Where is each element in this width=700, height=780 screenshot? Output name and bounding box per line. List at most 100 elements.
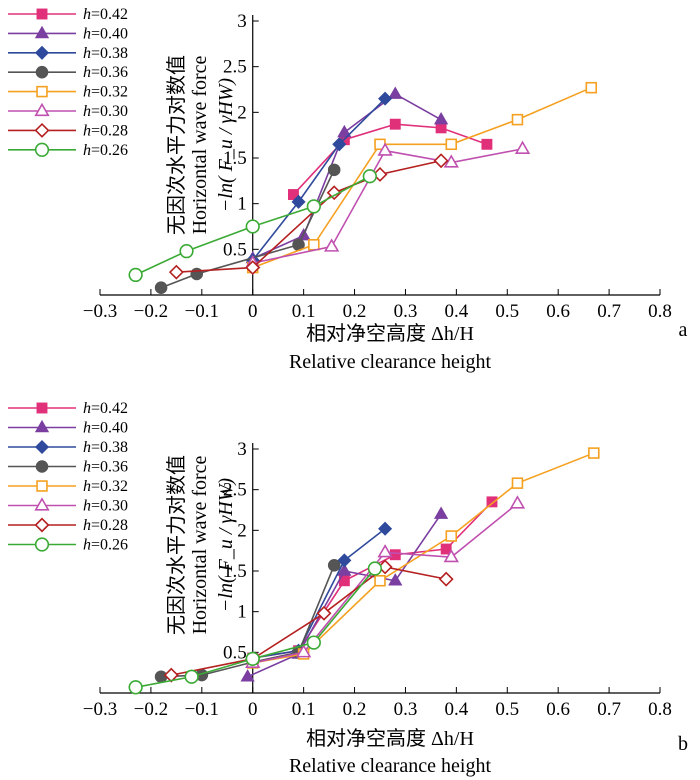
legend-var: h bbox=[83, 517, 91, 534]
series-h-0-32 bbox=[246, 447, 600, 669]
legend-value: =0.26 bbox=[91, 142, 128, 159]
y-tick-label: 1.5 bbox=[223, 561, 247, 582]
x-tick-label: 0.2 bbox=[343, 699, 367, 720]
data-point bbox=[445, 530, 458, 542]
x-tick-label: 0.4 bbox=[444, 301, 468, 322]
chart-panel-b: −0.3 −0.2 −0.1 0 0.1 0.2 0.3 0.4 0.5 0.6 0.7 0.8 0.5… bbox=[8, 400, 688, 777]
x-tick-label: −0.1 bbox=[185, 699, 219, 720]
legend-marker bbox=[36, 85, 48, 98]
legend-label: h=0.42 bbox=[83, 400, 128, 417]
data-point bbox=[585, 81, 598, 94]
data-point bbox=[327, 559, 341, 572]
legend-value: =0.40 bbox=[91, 420, 128, 437]
data-point bbox=[337, 553, 352, 568]
data-point bbox=[511, 113, 524, 126]
y-tick-label: 1 bbox=[237, 602, 247, 623]
legend-item: h=0.42 bbox=[8, 400, 128, 417]
data-point bbox=[362, 169, 377, 184]
series-h-0-30 bbox=[245, 140, 531, 269]
series-line bbox=[252, 528, 386, 659]
data-point bbox=[245, 260, 261, 276]
data-point bbox=[306, 199, 321, 214]
legend-marker bbox=[34, 25, 50, 39]
legend-item: h=0.26 bbox=[8, 142, 128, 159]
legend-item: h=0.40 bbox=[8, 25, 128, 42]
x-axis-title-en: Relative clearance height bbox=[289, 755, 492, 777]
y-axis-formula: −ln( F_u / γHW) bbox=[215, 478, 237, 612]
y-tick-label: 0.5 bbox=[223, 239, 247, 260]
y-axis-formula: −ln( F_u / γHW) bbox=[215, 78, 237, 212]
legend-marker bbox=[36, 402, 48, 414]
x-axis-title-cn: 相对净空高度 Δh/H bbox=[306, 322, 474, 345]
data-point bbox=[288, 189, 299, 200]
data-point bbox=[377, 142, 393, 156]
y-tick-label: 1 bbox=[237, 194, 247, 215]
y-axis-title-cn: 无因次水平力对数值 bbox=[165, 55, 188, 235]
legend-label: h=0.26 bbox=[83, 537, 128, 554]
legend-var: h bbox=[83, 103, 91, 120]
series-line bbox=[252, 93, 442, 260]
x-tick-label: 0.1 bbox=[292, 301, 316, 322]
legend-marker bbox=[36, 480, 48, 492]
data-point bbox=[378, 521, 393, 536]
legend-item: h=0.36 bbox=[8, 459, 128, 476]
legend-item: h=0.32 bbox=[8, 84, 128, 101]
x-axis-title-cn: 相对净空高度 Δh/H bbox=[306, 727, 474, 750]
x-tick-label: 0.2 bbox=[343, 301, 367, 322]
x-tick-label: 0.6 bbox=[546, 699, 570, 720]
data-point bbox=[327, 163, 341, 177]
legend-var: h bbox=[83, 84, 91, 101]
y-tick-label: 2.5 bbox=[223, 480, 247, 501]
data-point bbox=[326, 185, 342, 201]
data-point bbox=[440, 543, 452, 555]
legend-var: h bbox=[83, 64, 91, 81]
data-point bbox=[332, 137, 347, 152]
legend-value: =0.36 bbox=[91, 459, 128, 476]
x-tick-label: 0.1 bbox=[292, 699, 316, 720]
data-point bbox=[184, 669, 199, 684]
data-point bbox=[128, 267, 143, 283]
legend-var: h bbox=[83, 25, 91, 42]
legend-item: h=0.40 bbox=[8, 420, 128, 437]
legend-var: h bbox=[83, 420, 91, 437]
legend-value: =0.42 bbox=[91, 400, 128, 417]
legend-item: h=0.28 bbox=[8, 122, 128, 139]
data-point bbox=[374, 575, 386, 587]
legend-var: h bbox=[83, 478, 91, 495]
data-point bbox=[443, 154, 459, 168]
legend-label: h=0.30 bbox=[83, 103, 128, 120]
data-point bbox=[154, 670, 168, 684]
legend-item: h=0.38 bbox=[8, 45, 128, 62]
data-point bbox=[481, 138, 493, 150]
legend-var: h bbox=[83, 537, 91, 554]
data-point bbox=[433, 506, 449, 519]
data-point bbox=[179, 244, 194, 259]
data-point bbox=[389, 118, 401, 130]
series-h-0-30 bbox=[245, 495, 526, 668]
x-axis-title-en: Relative clearance height bbox=[289, 351, 492, 373]
x-tick-label: 0.4 bbox=[444, 699, 468, 720]
data-point bbox=[389, 549, 401, 561]
x-tick-label: 0.7 bbox=[597, 699, 621, 720]
legend-value: =0.30 bbox=[91, 103, 128, 120]
data-point bbox=[337, 563, 352, 576]
legend-label: h=0.42 bbox=[83, 6, 128, 23]
legend-marker bbox=[34, 517, 50, 533]
data-point bbox=[323, 238, 340, 252]
legend-item: h=0.36 bbox=[8, 64, 128, 81]
legend-value: =0.38 bbox=[91, 439, 128, 456]
data-point bbox=[588, 447, 600, 459]
legend-label: h=0.32 bbox=[83, 478, 128, 495]
x-tick-label: 0.6 bbox=[546, 301, 570, 322]
series-line bbox=[252, 501, 493, 659]
legend-label: h=0.26 bbox=[83, 142, 128, 159]
legend-marker bbox=[36, 8, 48, 20]
legend-value: =0.30 bbox=[91, 498, 128, 515]
legend-label: h=0.36 bbox=[83, 64, 128, 81]
legend-item: h=0.26 bbox=[8, 537, 128, 554]
legend-item: h=0.38 bbox=[8, 439, 128, 456]
legend-value: =0.32 bbox=[91, 84, 128, 101]
legend-marker bbox=[34, 439, 50, 455]
data-point bbox=[245, 219, 260, 234]
